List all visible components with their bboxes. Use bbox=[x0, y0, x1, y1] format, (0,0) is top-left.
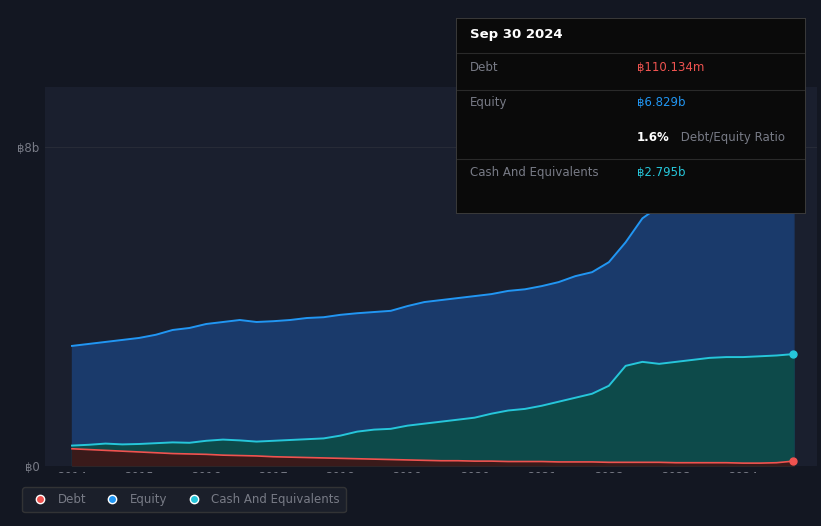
Text: ฿6.829b: ฿6.829b bbox=[637, 96, 686, 109]
Text: Equity: Equity bbox=[470, 96, 507, 109]
Text: Sep 30 2024: Sep 30 2024 bbox=[470, 28, 562, 41]
Text: Debt: Debt bbox=[470, 61, 498, 74]
Legend: Debt, Equity, Cash And Equivalents: Debt, Equity, Cash And Equivalents bbox=[22, 487, 346, 512]
Text: Cash And Equivalents: Cash And Equivalents bbox=[470, 166, 599, 179]
Text: 1.6%: 1.6% bbox=[637, 132, 670, 144]
Point bbox=[787, 457, 800, 466]
Text: Debt/Equity Ratio: Debt/Equity Ratio bbox=[677, 132, 785, 144]
Point bbox=[787, 189, 800, 197]
Text: ฿2.795b: ฿2.795b bbox=[637, 166, 686, 179]
Text: ฿110.134m: ฿110.134m bbox=[637, 61, 704, 74]
Point bbox=[787, 350, 800, 358]
